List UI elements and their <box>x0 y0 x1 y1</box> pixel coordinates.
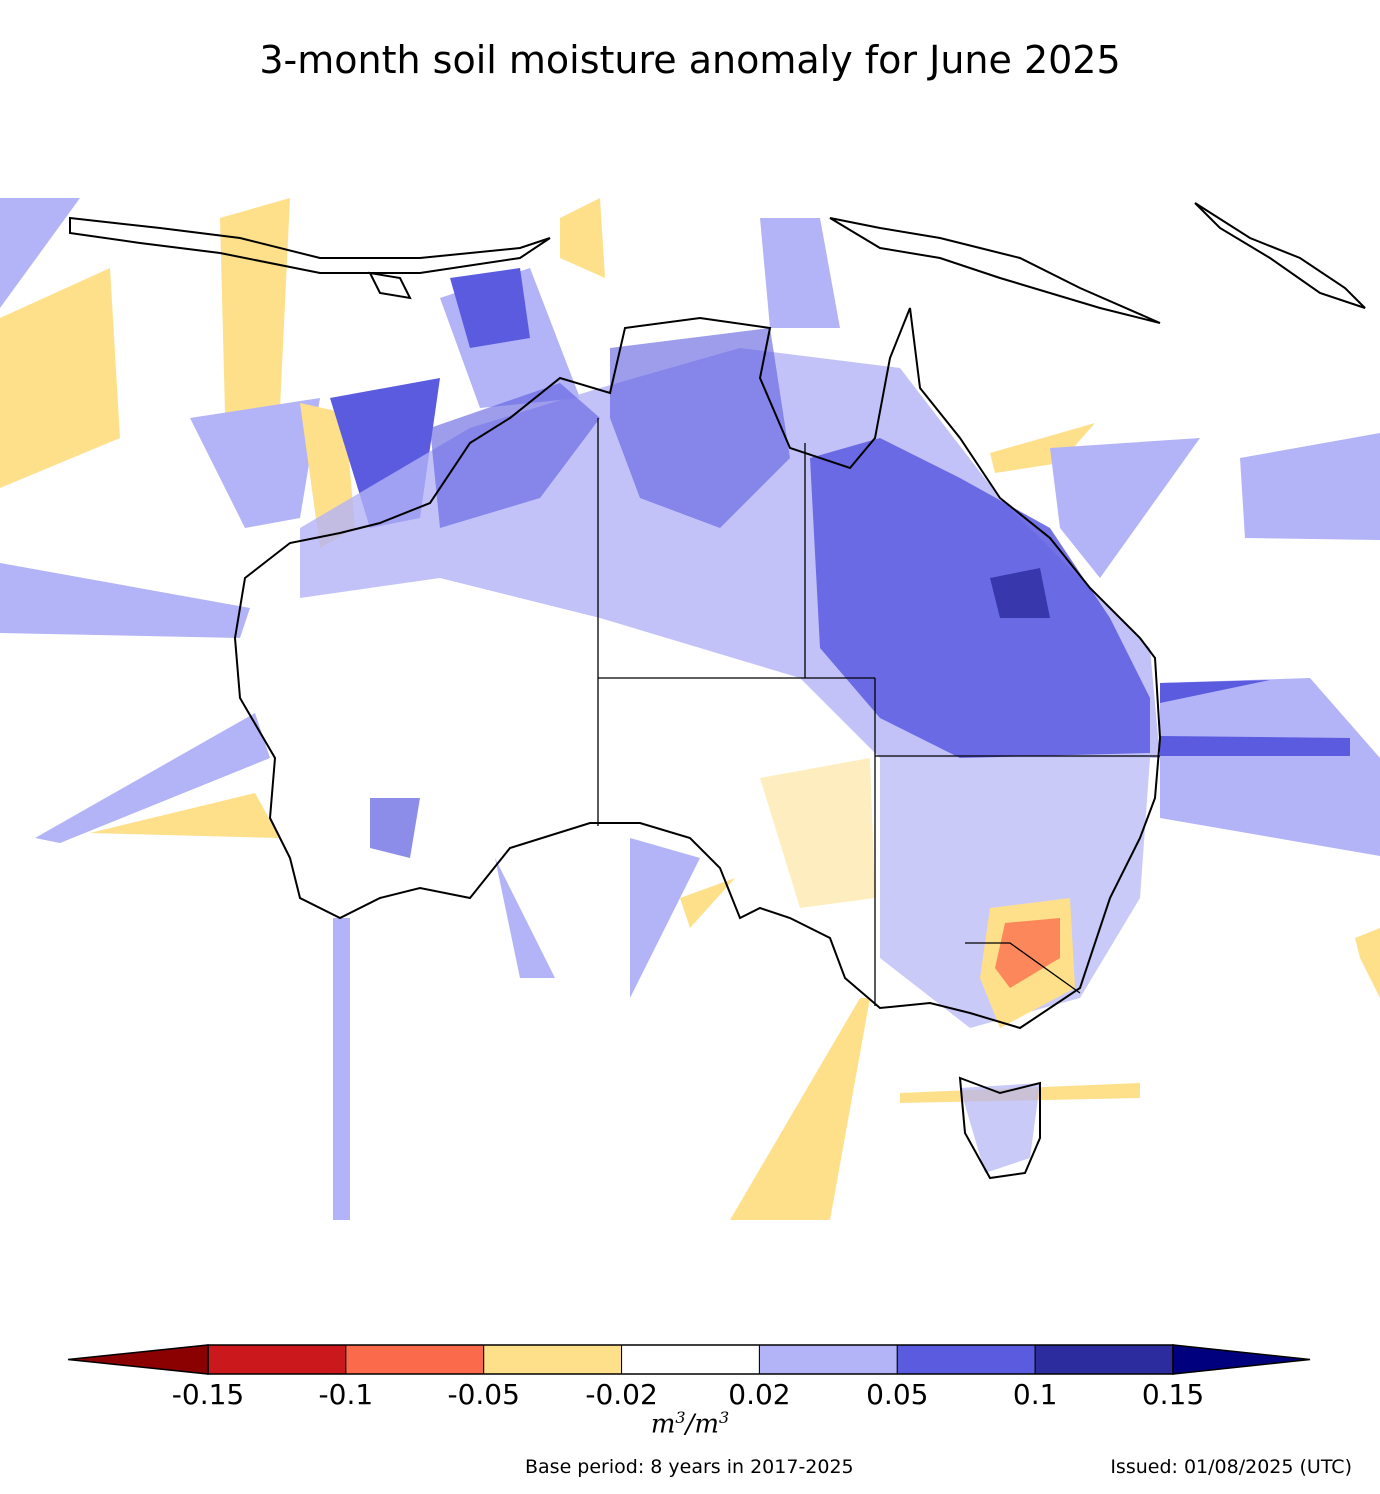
wedge-nz-yellow <box>1355 928 1380 998</box>
tasmania-coastline <box>958 1076 1041 1180</box>
colorbar-bin <box>345 1344 485 1375</box>
region-sa-dry <box>760 758 875 908</box>
wedge-coral-blue <box>1050 438 1200 578</box>
wedge-gulf-blue <box>760 218 840 328</box>
colorbar-over-arrow <box>1172 1344 1311 1375</box>
wedge-w-blue <box>0 563 250 638</box>
wedge-south-blue <box>333 918 350 1220</box>
colorbar-tick-label: -0.15 <box>171 1378 245 1411</box>
colorbar-tick-label: 0.02 <box>728 1378 791 1411</box>
colorbar-tick-label: -0.05 <box>447 1378 520 1411</box>
issued-date: Issued: 01/08/2025 (UTC) <box>1110 1456 1352 1478</box>
colorbar-frame <box>207 1344 1174 1375</box>
colorbar-bin <box>483 1344 623 1375</box>
wedge-sw-yellow <box>90 793 280 838</box>
colorbar-bin <box>896 1344 1036 1375</box>
coastline-layer <box>69 202 1366 1180</box>
region-queensland-wet <box>810 438 1150 758</box>
wedge-e-dark <box>1160 736 1350 756</box>
wedge-coral-yellow <box>990 423 1095 473</box>
new-guinea-coastline <box>829 217 1161 324</box>
offshore-anomaly-wedges <box>0 198 1380 1220</box>
wedge-sa-yellow <box>680 878 735 928</box>
colorbar-bin <box>1034 1344 1174 1375</box>
colorbar-ticks: -0.15 -0.1 -0.05 -0.02 0.02 0.05 0.1 0.15 <box>0 1378 1380 1418</box>
colorbar-bin <box>758 1344 898 1375</box>
region-sw-blue <box>370 798 420 858</box>
wedge-nw-yellow <box>0 268 120 488</box>
australia-coastline <box>233 307 1162 1030</box>
region-kimberley-wet <box>430 383 600 528</box>
colorbar-bin <box>621 1344 760 1375</box>
indonesia-coastline <box>69 216 551 274</box>
wedge-timor-yellow <box>560 198 605 278</box>
colorbar <box>67 1344 1311 1375</box>
soil-moisture-map <box>0 198 1380 1220</box>
wedge-nw-yellow-2 <box>220 198 290 413</box>
wedge-north-blue <box>190 398 320 528</box>
wedge-e-blue-2 <box>1160 678 1380 856</box>
colorbar-under-arrow <box>67 1344 209 1375</box>
units-numerator-exp: 3 <box>675 1408 686 1427</box>
colorbar-tick-label: -0.1 <box>318 1378 374 1411</box>
base-period-note: Base period: 8 years in 2017-2025 <box>525 1456 854 1478</box>
map-title: 3-month soil moisture anomaly for June 2… <box>259 38 1121 82</box>
units-numerator: m <box>650 1409 676 1440</box>
colorbar-tick-label: -0.02 <box>585 1378 658 1411</box>
units-denominator: m <box>694 1409 720 1440</box>
wedge-bight-blue <box>495 858 555 978</box>
region-tas-light <box>960 1083 1040 1173</box>
nz-coastline <box>1194 202 1366 309</box>
units-denominator-exp: 3 <box>719 1408 730 1427</box>
colorbar-bin <box>207 1344 347 1375</box>
region-topend-wet <box>610 328 790 528</box>
wedge-sa-blue <box>630 838 700 998</box>
colorbar-units: m3/m3 <box>650 1408 730 1440</box>
continental-anomaly-regions <box>300 328 1160 1173</box>
colorbar-tick-label: 0.05 <box>866 1378 929 1411</box>
colorbar-tick-label: 0.15 <box>1141 1378 1205 1411</box>
wedge-topend-dark <box>450 268 530 348</box>
wedge-south-yellow <box>730 998 870 1220</box>
region-se-red <box>995 918 1060 988</box>
wedge-sw-blue <box>35 713 270 843</box>
wedge-e-dark-2 <box>1160 680 1270 703</box>
nsw-vic-border <box>965 942 1081 994</box>
region-queensland-core <box>990 568 1050 618</box>
state-borders <box>597 418 1160 1006</box>
wedge-nw-blue <box>0 198 80 308</box>
colorbar-tick-label: 0.1 <box>1012 1378 1058 1411</box>
region-nsw-light <box>880 758 1150 1028</box>
wedge-e-blue <box>1240 433 1380 540</box>
timor-coastline <box>368 271 412 300</box>
